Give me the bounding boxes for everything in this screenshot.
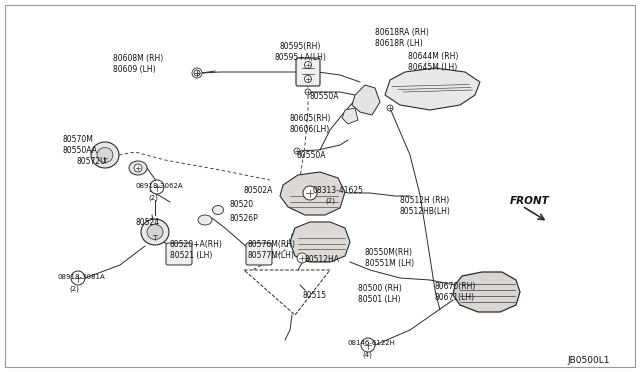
Text: 08918-3062A: 08918-3062A <box>136 183 184 189</box>
FancyBboxPatch shape <box>296 58 320 86</box>
Circle shape <box>387 105 393 111</box>
Text: 80512HB(LH): 80512HB(LH) <box>400 207 451 216</box>
FancyBboxPatch shape <box>166 243 192 265</box>
Ellipse shape <box>147 224 163 240</box>
Polygon shape <box>342 108 358 124</box>
Circle shape <box>71 271 85 285</box>
Text: 80618R (LH): 80618R (LH) <box>375 39 423 48</box>
Text: (2): (2) <box>148 194 158 201</box>
Text: 80550A: 80550A <box>297 151 326 160</box>
Text: 80644M (RH): 80644M (RH) <box>408 52 458 61</box>
Text: 80502A: 80502A <box>243 186 273 195</box>
Text: 80645M (LH): 80645M (LH) <box>408 63 457 72</box>
Text: 80550AA: 80550AA <box>62 146 97 155</box>
Text: 80595(RH): 80595(RH) <box>280 42 321 51</box>
Text: 80618RA (RH): 80618RA (RH) <box>375 28 429 37</box>
Circle shape <box>150 180 164 194</box>
Text: (4): (4) <box>362 351 372 357</box>
Text: 80550M(RH): 80550M(RH) <box>365 248 413 257</box>
Text: 80512H (RH): 80512H (RH) <box>400 196 449 205</box>
Text: 80500 (RH): 80500 (RH) <box>358 284 402 293</box>
Text: 80577M(LH): 80577M(LH) <box>248 251 295 260</box>
Ellipse shape <box>141 219 169 245</box>
Polygon shape <box>453 272 520 312</box>
Polygon shape <box>385 68 480 110</box>
Circle shape <box>303 186 317 200</box>
Text: 80671(LH): 80671(LH) <box>435 293 475 302</box>
Polygon shape <box>280 172 345 215</box>
Text: 80576M(RH): 80576M(RH) <box>248 240 296 249</box>
Text: 80520: 80520 <box>230 200 254 209</box>
Text: FRONT: FRONT <box>510 196 550 206</box>
Text: 80609 (LH): 80609 (LH) <box>113 65 156 74</box>
Ellipse shape <box>91 142 119 168</box>
Text: 80551M (LH): 80551M (LH) <box>365 259 414 268</box>
Text: 80670(RH): 80670(RH) <box>435 282 476 291</box>
Ellipse shape <box>212 205 223 215</box>
Circle shape <box>297 253 307 263</box>
Circle shape <box>305 61 312 68</box>
Text: 80550A: 80550A <box>310 92 339 101</box>
Text: 80524: 80524 <box>135 218 159 227</box>
Text: 08146-6122H: 08146-6122H <box>348 340 396 346</box>
Text: 80570M: 80570M <box>62 135 93 144</box>
Circle shape <box>294 148 300 154</box>
Polygon shape <box>352 85 380 115</box>
Text: 80515: 80515 <box>303 291 327 300</box>
Circle shape <box>194 70 200 76</box>
Text: 80608M (RH): 80608M (RH) <box>113 54 163 63</box>
Text: 80526P: 80526P <box>230 214 259 223</box>
FancyBboxPatch shape <box>246 243 272 265</box>
Text: 80595+A(LH): 80595+A(LH) <box>275 53 327 62</box>
Text: (2): (2) <box>69 285 79 292</box>
Ellipse shape <box>129 161 147 175</box>
Text: 80521 (LH): 80521 (LH) <box>170 251 212 260</box>
Circle shape <box>361 338 375 352</box>
Text: 08313-41625: 08313-41625 <box>313 186 364 195</box>
Circle shape <box>192 68 202 78</box>
Polygon shape <box>290 222 350 262</box>
Text: 80606(LH): 80606(LH) <box>290 125 330 134</box>
Text: JB0500L1: JB0500L1 <box>567 356 609 365</box>
Circle shape <box>305 76 312 83</box>
Text: 80605(RH): 80605(RH) <box>290 114 332 123</box>
Text: 80501 (LH): 80501 (LH) <box>358 295 401 304</box>
Text: (2): (2) <box>325 197 335 203</box>
Ellipse shape <box>97 148 113 163</box>
Text: 80512HA: 80512HA <box>305 255 340 264</box>
Ellipse shape <box>198 215 212 225</box>
Text: 08918-3081A: 08918-3081A <box>57 274 105 280</box>
Circle shape <box>134 164 142 172</box>
Text: 80572U: 80572U <box>76 157 106 166</box>
Circle shape <box>305 89 311 95</box>
Text: 80520+A(RH): 80520+A(RH) <box>170 240 223 249</box>
